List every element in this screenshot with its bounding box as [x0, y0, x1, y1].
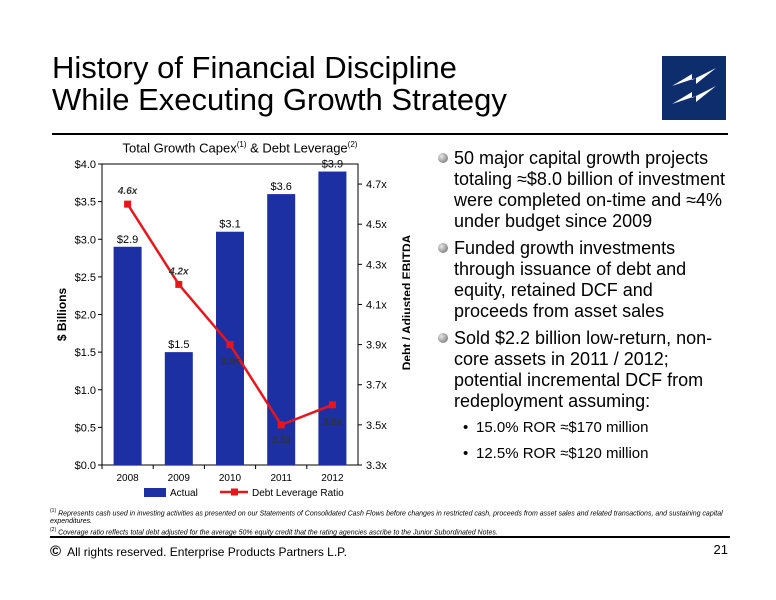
y2-tick-label: 3.9x — [366, 340, 387, 352]
chart-title-note1: (1) — [236, 140, 247, 149]
y-tick-label: $2.5 — [75, 272, 96, 284]
legend-label-actual: Actual — [170, 488, 198, 499]
line-point-marker — [226, 341, 234, 349]
footnote-1-mark: (1) — [50, 508, 57, 514]
bar-value-label: $3.9 — [322, 159, 343, 171]
bar-actual — [216, 231, 244, 465]
capex-leverage-chart: $0.0 $0.5 $1.0 $1.5 $2.0 $2.5 $3.0 $3.5 $4.0 3.3x… — [55, 159, 410, 499]
y-tick-label: $3.0 — [75, 234, 96, 246]
bullet-item: 50 major capital growth projects totalin… — [438, 148, 730, 232]
y-axis-title: $ Billions — [55, 288, 69, 342]
chart-title-note2: (2) — [347, 140, 358, 149]
footnote-2-mark: (2) — [50, 527, 57, 534]
bar-actual — [164, 352, 193, 465]
legend-swatch-actual — [144, 488, 166, 497]
slide-title-line2: While Executing Growth Strategy — [52, 82, 507, 117]
x-tick-label: 2012 — [321, 473, 344, 484]
footnote-2-text: Coverage ratio reflects total debt adjus… — [58, 529, 498, 537]
y-tick-label: $0.5 — [75, 422, 96, 434]
y2-tick-label: 4.3x — [366, 259, 387, 271]
chart-title: Total Growth Capex(1) & Debt Leverage(2) — [80, 140, 400, 155]
copyright-icon: © — [50, 543, 62, 560]
x-tick-label: 2010 — [219, 473, 242, 484]
bullet-dot-icon — [438, 243, 448, 253]
y2-tick-label: 3.7x — [366, 380, 387, 392]
y2-axis-title: Debt / Adjusted EBITDA — [400, 234, 410, 370]
page-number: 21 — [713, 542, 728, 557]
y-tick-label: $0.0 — [75, 460, 96, 472]
bar-actual — [113, 246, 142, 465]
line-point-marker — [277, 421, 285, 429]
x-tick-label: 2011 — [270, 473, 292, 484]
bullet-dot-icon — [438, 153, 448, 163]
y2-tick-label: 3.3x — [366, 460, 387, 472]
y-tick-label: $3.5 — [75, 197, 96, 209]
bar-value-label: $2.9 — [117, 234, 138, 246]
footnote-2: (2) Coverage ratio reflects total debt a… — [50, 526, 730, 537]
bar-value-label: $3.1 — [219, 219, 240, 231]
x-tick-label: 2009 — [168, 473, 191, 484]
bullet-text: Funded growth investments through issuan… — [454, 238, 687, 321]
bar-actual — [318, 171, 347, 465]
slide-title: History of Financial Discipline While Ex… — [52, 52, 507, 116]
line-point-marker — [124, 200, 132, 208]
x-tick-label: 2008 — [116, 473, 139, 484]
y2-tick-label: 4.1x — [366, 299, 387, 311]
line-value-label: 4.6x — [117, 186, 138, 197]
y-tick-label: $4.0 — [75, 159, 96, 171]
y-tick-label: $1.0 — [75, 385, 96, 397]
footnote-1: (1) Represents cash used in investing ac… — [50, 507, 730, 526]
sub-bullet-item: • 15.0% ROR ≈$170 million — [438, 418, 730, 438]
bar-value-label: $3.6 — [270, 181, 291, 193]
title-divider — [52, 133, 728, 135]
copyright-text: All rights reserved. Enterprise Products… — [67, 545, 347, 559]
line-point-marker — [328, 401, 336, 409]
line-point-marker — [175, 280, 183, 288]
bullet-item: Funded growth investments through issuan… — [438, 238, 730, 322]
footer-divider — [50, 536, 730, 538]
footnote-1-text: Represents cash used in investing activi… — [50, 510, 723, 526]
line-value-label: 4.2x — [168, 266, 189, 277]
chart-title-prefix: Total Growth Capex — [122, 140, 237, 156]
line-value-label: 3.6x — [323, 417, 343, 428]
bar-actual — [267, 194, 296, 465]
company-logo — [662, 56, 726, 120]
y2-tick-label: 4.5x — [366, 219, 387, 231]
sub-bullet-text: 12.5% ROR ≈$120 million — [476, 445, 649, 462]
bullet-text: 50 major capital growth projects totalin… — [454, 148, 726, 231]
lightning-logo-icon — [672, 68, 716, 104]
bullet-text: Sold $2.2 billion low-return, non-core a… — [454, 328, 713, 411]
bullet-list: 50 major capital growth projects totalin… — [438, 148, 730, 464]
bullet-item: Sold $2.2 billion low-return, non-core a… — [438, 328, 730, 412]
chart-title-middle: & Debt Leverage — [246, 140, 348, 156]
sub-bullet-text: 15.0% ROR ≈$170 million — [476, 419, 649, 436]
line-value-label: 3.9x — [220, 357, 240, 368]
copyright-notice: © All rights reserved. Enterprise Product… — [50, 543, 347, 560]
sub-bullet-item: • 12.5% ROR ≈$120 million — [438, 444, 730, 464]
line-value-label: 3.5x — [271, 435, 291, 446]
y-tick-label: $2.0 — [75, 310, 96, 322]
y-tick-label: $1.5 — [75, 347, 96, 359]
legend-swatch-marker — [231, 488, 238, 496]
legend-label-line: Debt Leverage Ratio — [252, 488, 344, 499]
sub-bullet-dot-icon: • — [463, 445, 469, 462]
slide-title-line1: History of Financial Discipline — [52, 50, 457, 85]
bar-value-label: $1.5 — [168, 339, 189, 351]
sub-bullet-dot-icon: • — [463, 419, 469, 436]
bullet-dot-icon — [438, 333, 448, 343]
footnotes: (1) Represents cash used in investing ac… — [50, 507, 730, 538]
y2-tick-label: 3.5x — [366, 420, 387, 432]
y2-tick-label: 4.7x — [366, 179, 387, 191]
